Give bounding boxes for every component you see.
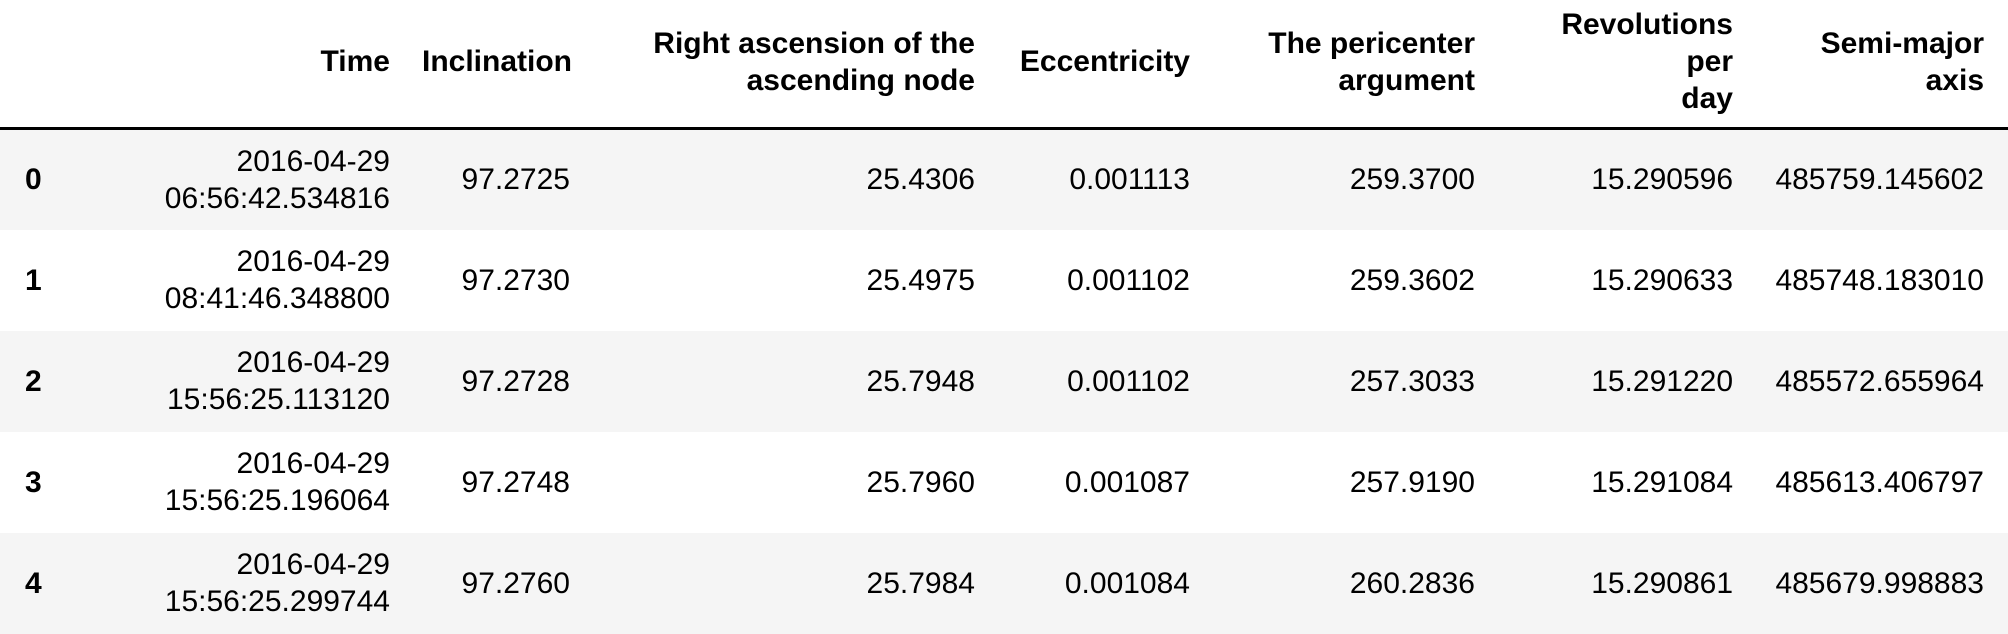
cell-eccentricity: 0.001084 bbox=[1064, 566, 1190, 600]
col-header-pericenter-argument: The pericenter argument bbox=[1214, 0, 1499, 130]
col-header-right-ascension: Right ascension of the ascending node bbox=[594, 0, 999, 130]
cell-pericenter-argument: 257.9190 bbox=[1349, 465, 1475, 499]
row-index: 3 bbox=[25, 465, 42, 499]
table-row: 0 2016-04-29 06:56:42.534816 97.2725 25.… bbox=[0, 128, 2008, 230]
col-header-inclination: Inclination bbox=[414, 0, 594, 130]
cell-time: 2016-04-29 15:56:25.113120 bbox=[167, 346, 390, 416]
cell-inclination: 97.2728 bbox=[461, 364, 570, 398]
col-header-revolutions-per-day: Revolutions per day bbox=[1499, 0, 1757, 130]
cell-revolutions-per-day: 15.290861 bbox=[1591, 566, 1733, 600]
cell-eccentricity: 0.001102 bbox=[1067, 364, 1190, 398]
cell-semi-major-axis: 485613.406797 bbox=[1775, 465, 1984, 499]
cell-right-ascension: 25.4975 bbox=[866, 263, 975, 297]
cell-right-ascension: 25.7948 bbox=[866, 364, 975, 398]
cell-inclination: 97.2748 bbox=[461, 465, 570, 499]
table-row: 2 2016-04-29 15:56:25.113120 97.2728 25.… bbox=[0, 330, 2008, 432]
cell-semi-major-axis: 485679.998883 bbox=[1775, 566, 1984, 600]
cell-pericenter-argument: 259.3700 bbox=[1349, 163, 1475, 197]
cell-time: 2016-04-29 06:56:42.534816 bbox=[164, 144, 390, 215]
cell-right-ascension: 25.7984 bbox=[866, 566, 975, 600]
cell-inclination: 97.2725 bbox=[461, 163, 570, 197]
index-header bbox=[0, 0, 60, 130]
cell-semi-major-axis: 485572.655964 bbox=[1775, 364, 1984, 398]
cell-pericenter-argument: 260.2836 bbox=[1349, 566, 1475, 600]
cell-eccentricity: 0.001113 bbox=[1069, 163, 1190, 197]
cell-pericenter-argument: 259.3602 bbox=[1349, 263, 1475, 297]
cell-revolutions-per-day: 15.290633 bbox=[1591, 263, 1733, 297]
row-index: 1 bbox=[25, 263, 42, 297]
cell-inclination: 97.2730 bbox=[461, 263, 570, 297]
table-row: 3 2016-04-29 15:56:25.196064 97.2748 25.… bbox=[0, 431, 2008, 533]
table-row: 1 2016-04-29 08:41:46.348800 97.2730 25.… bbox=[0, 229, 2008, 331]
cell-right-ascension: 25.7960 bbox=[866, 465, 975, 499]
table-row: 4 2016-04-29 15:56:25.299744 97.2760 25.… bbox=[0, 532, 2008, 634]
row-index: 4 bbox=[25, 566, 42, 600]
cell-time: 2016-04-29 15:56:25.299744 bbox=[164, 548, 390, 618]
cell-revolutions-per-day: 15.290596 bbox=[1591, 163, 1733, 197]
row-index: 2 bbox=[25, 364, 42, 398]
cell-semi-major-axis: 485759.145602 bbox=[1775, 163, 1984, 197]
row-index: 0 bbox=[25, 163, 42, 197]
table-header: Time Inclination Right ascension of the … bbox=[0, 0, 2008, 130]
cell-semi-major-axis: 485748.183010 bbox=[1775, 263, 1984, 297]
cell-eccentricity: 0.001087 bbox=[1064, 465, 1190, 499]
cell-time: 2016-04-29 08:41:46.348800 bbox=[164, 245, 390, 315]
cell-eccentricity: 0.001102 bbox=[1067, 263, 1190, 297]
cell-pericenter-argument: 257.3033 bbox=[1349, 364, 1475, 398]
col-header-eccentricity: Eccentricity bbox=[999, 0, 1214, 130]
cell-inclination: 97.2760 bbox=[461, 566, 570, 600]
cell-right-ascension: 25.4306 bbox=[866, 163, 975, 197]
col-header-semi-major-axis: Semi-major axis bbox=[1757, 0, 2008, 130]
cell-time: 2016-04-29 15:56:25.196064 bbox=[164, 447, 390, 517]
table-body: 0 2016-04-29 06:56:42.534816 97.2725 25.… bbox=[0, 128, 2008, 634]
cell-revolutions-per-day: 15.291084 bbox=[1591, 465, 1733, 499]
col-header-time: Time bbox=[60, 0, 414, 130]
header-row: Time Inclination Right ascension of the … bbox=[0, 0, 2008, 130]
cell-revolutions-per-day: 15.291220 bbox=[1591, 364, 1733, 398]
